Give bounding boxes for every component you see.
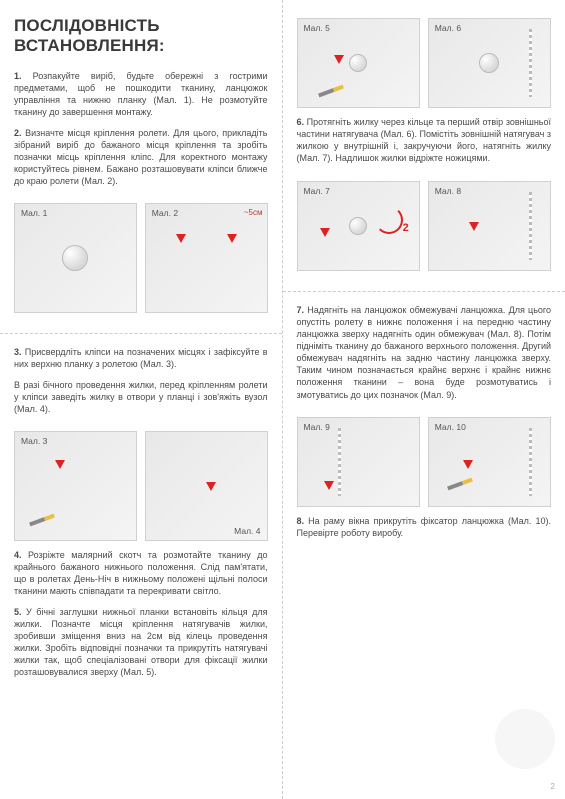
- step-3: 3. Присвердліть кліпси на позначених міс…: [14, 346, 268, 370]
- figure-9: Мал. 9: [297, 417, 420, 507]
- screwdriver-icon: [29, 514, 55, 527]
- arrow-icon: [176, 234, 186, 243]
- figure-10: Мал. 10: [428, 417, 551, 507]
- step-8-text: На раму вікна прикрутіть фіксатор ланцюж…: [297, 516, 551, 538]
- step-2-text: Визначте місця кріплення ролети. Для цьо…: [14, 128, 268, 187]
- figure-4-label: Мал. 4: [234, 526, 260, 536]
- chain-icon: [529, 192, 532, 260]
- figure-2-note: ~5см: [244, 208, 263, 217]
- figure-2-label: Мал. 2: [152, 208, 178, 218]
- chain-icon: [529, 29, 532, 97]
- step-7-num: 7.: [297, 305, 305, 315]
- figure-1-label: Мал. 1: [21, 208, 47, 218]
- fig-row-5-6: Мал. 5 Мал. 6: [297, 18, 552, 108]
- arrow-icon: [320, 228, 330, 237]
- divider: [0, 333, 282, 334]
- watermark-icon: [495, 709, 555, 769]
- step-1-num: 1.: [14, 71, 22, 81]
- fig-row-3-4: Мал. 3 Мал. 4: [14, 431, 268, 541]
- step-5-num: 5.: [14, 607, 22, 617]
- step-7: 7. Надягніть на ланцюжок обмежувачі ланц…: [297, 304, 552, 401]
- figure-9-label: Мал. 9: [304, 422, 330, 432]
- fig-row-1-2: Мал. 1 Мал. 2 ~5см: [14, 203, 268, 313]
- arrow-icon: [463, 460, 473, 469]
- tensioner-icon: [349, 217, 367, 235]
- figure-5: Мал. 5: [297, 18, 420, 108]
- arrow-icon: [206, 482, 216, 491]
- figure-8: Мал. 8: [428, 181, 551, 271]
- fig-row-9-10: Мал. 9 Мал. 10: [297, 417, 552, 507]
- step-8: 8. На раму вікна прикрутіть фіксатор лан…: [297, 515, 552, 539]
- step-2-num: 2.: [14, 128, 22, 138]
- figure-10-label: Мал. 10: [435, 422, 466, 432]
- divider: [283, 291, 565, 292]
- page-number: 2: [551, 782, 555, 791]
- step-3b: В разі бічного проведення жилки, перед к…: [14, 379, 268, 415]
- figure-6-label: Мал. 6: [435, 23, 461, 33]
- step-8-num: 8.: [297, 516, 305, 526]
- ring-icon: [349, 54, 367, 72]
- right-column: Мал. 5 Мал. 6 6. Протягніть жилку через …: [283, 0, 565, 799]
- figure-7: Мал. 7 2: [297, 181, 420, 271]
- figure-8-label: Мал. 8: [435, 186, 461, 196]
- figure-1: Мал. 1: [14, 203, 137, 313]
- figure-4: Мал. 4: [145, 431, 268, 541]
- left-column: ПОСЛІДОВНІСТЬ ВСТАНОВЛЕННЯ: 1. Розпакуйт…: [0, 0, 283, 799]
- step-4: 4. Розріжте малярний скотч та розмотайте…: [14, 549, 268, 598]
- step-5: 5. У бічні заглушки нижньої планки встан…: [14, 606, 268, 679]
- step-1: 1. Розпакуйте виріб, будьте обережні з г…: [14, 70, 268, 119]
- step-7-text: Надягніть на ланцюжок обмежувачі ланцюжк…: [297, 305, 552, 400]
- rotate-count: 2: [403, 222, 409, 234]
- arrow-icon: [227, 234, 237, 243]
- arrow-icon: [324, 481, 334, 490]
- step-6-text: Протягніть жилку через кільце та перший …: [297, 117, 552, 163]
- roller-icon: [62, 245, 88, 271]
- arrow-icon: [334, 55, 344, 64]
- figure-3: Мал. 3: [14, 431, 137, 541]
- screwdriver-icon: [318, 85, 344, 98]
- fig-row-7-8: Мал. 7 2 Мал. 8: [297, 181, 552, 271]
- page-title: ПОСЛІДОВНІСТЬ ВСТАНОВЛЕННЯ:: [14, 16, 268, 56]
- arrow-icon: [469, 222, 479, 231]
- step-4-text: Розріжте малярний скотч та розмотайте тк…: [14, 550, 268, 596]
- figure-3-label: Мал. 3: [21, 436, 47, 446]
- step-6-num: 6.: [297, 117, 305, 127]
- screwdriver-icon: [447, 477, 473, 490]
- step-6: 6. Протягніть жилку через кільце та перш…: [297, 116, 552, 165]
- arrow-icon: [55, 460, 65, 469]
- step-1-text: Розпакуйте виріб, будьте обережні з гост…: [14, 71, 268, 117]
- rotate-arrow-icon: [375, 206, 403, 234]
- figure-6: Мал. 6: [428, 18, 551, 108]
- step-5-text: У бічні заглушки нижньої планки встанові…: [14, 607, 268, 678]
- step-3-text: Присвердліть кліпси на позначених місцях…: [14, 347, 268, 369]
- tensioner-icon: [479, 53, 499, 73]
- page: ПОСЛІДОВНІСТЬ ВСТАНОВЛЕННЯ: 1. Розпакуйт…: [0, 0, 565, 799]
- figure-2: Мал. 2 ~5см: [145, 203, 268, 313]
- step-4-num: 4.: [14, 550, 22, 560]
- figure-5-label: Мал. 5: [304, 23, 330, 33]
- step-3-num: 3.: [14, 347, 22, 357]
- chain-icon: [529, 428, 532, 496]
- chain-icon: [338, 428, 341, 496]
- figure-7-label: Мал. 7: [304, 186, 330, 196]
- step-2: 2. Визначте місця кріплення ролети. Для …: [14, 127, 268, 188]
